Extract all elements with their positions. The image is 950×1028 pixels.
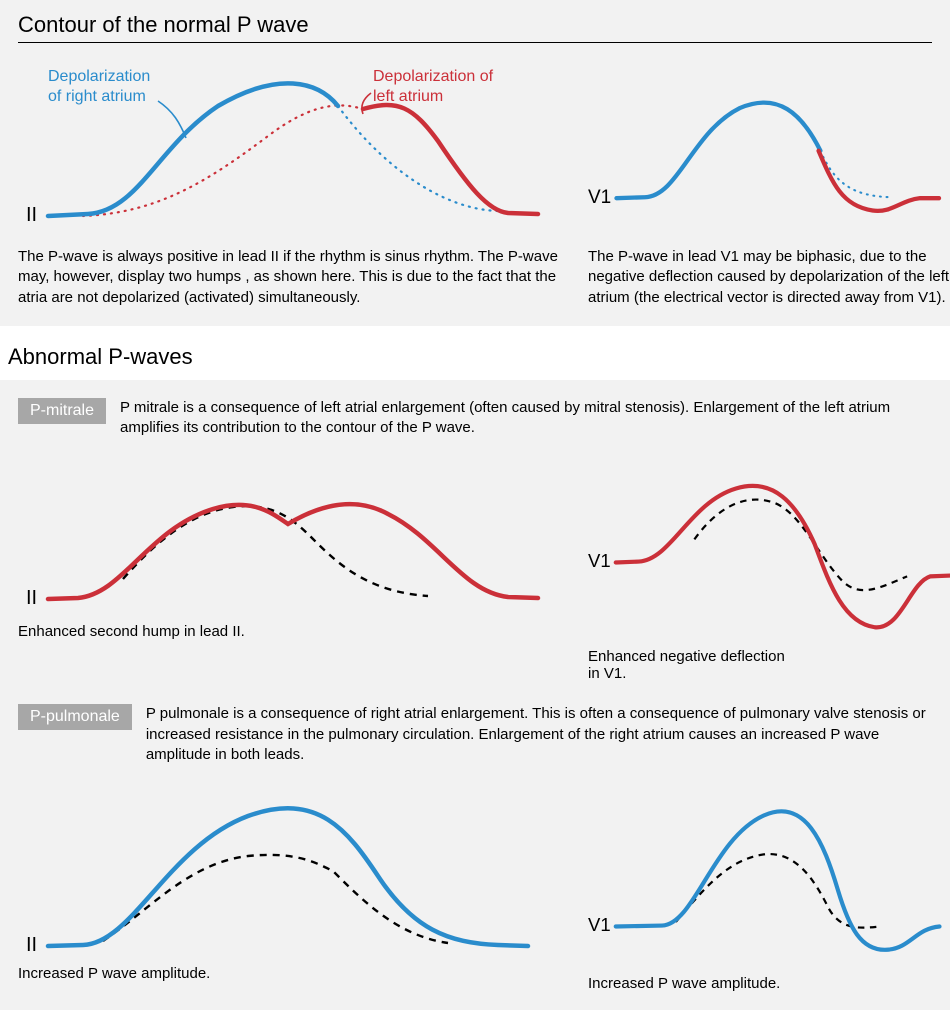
abnormal-title: Abnormal P-waves: [8, 344, 950, 370]
p-pulmonale-desc: P pulmonale is a consequence of right at…: [146, 704, 932, 765]
pulmonale-ii-chart: II: [18, 771, 558, 961]
annot-right-atrium-l1: Depolarization: [48, 68, 150, 85]
normal-lead-v1-chart: V1: [588, 51, 950, 241]
mitrale-v1-chart: V1: [588, 444, 950, 644]
p-mitrale-tag: P-mitrale: [18, 398, 106, 424]
normal-p-wave-panel: Contour of the normal P wave Depolarizat…: [0, 0, 950, 326]
abnormal-panel: P-mitrale P mitrale is a consequence of …: [0, 380, 950, 1010]
p-mitrale-desc: P mitrale is a consequence of left atria…: [120, 398, 932, 439]
mitrale-ii-label: II: [26, 587, 37, 609]
normal-ii-label: II: [26, 204, 37, 226]
annot-right-atrium-l2: of right atrium: [48, 88, 146, 105]
normal-ii-text: The P-wave is always positive in lead II…: [18, 247, 558, 308]
p-mitrale-block: P-mitrale P mitrale is a consequence of …: [18, 398, 932, 683]
pulmonale-ii-col: II Increased P wave amplitude.: [18, 771, 558, 992]
normal-lead-ii-chart: Depolarization of right atrium Depolariz…: [18, 51, 558, 241]
normal-row: Depolarization of right atrium Depolariz…: [18, 51, 932, 308]
mitrale-v1-caption: Enhanced negative deflection in V1.: [588, 648, 788, 682]
mitrale-ii-dashed: [123, 506, 428, 596]
p-mitrale-row: II Enhanced second hump in lead II. V1 E…: [18, 444, 932, 682]
normal-title: Contour of the normal P wave: [18, 12, 932, 43]
pulmonale-ii-blue: [48, 808, 528, 946]
normal-v1-blue-solid: [616, 103, 820, 199]
p-pulmonale-row: II Increased P wave amplitude. V1 Increa…: [18, 771, 932, 992]
normal-v1-text: The P-wave in lead V1 may be biphasic, d…: [588, 247, 950, 308]
normal-lead-ii-col: Depolarization of right atrium Depolariz…: [18, 51, 558, 308]
mitrale-ii-chart: II: [18, 444, 558, 619]
annot-leader-blue: [158, 101, 186, 138]
normal-ii-blue-dotted: [338, 106, 498, 211]
normal-v1-red-solid: [819, 151, 939, 211]
p-pulmonale-header: P-pulmonale P pulmonale is a consequence…: [18, 704, 932, 765]
pulmonale-v1-col: V1 Increased P wave amplitude.: [588, 771, 950, 992]
pulmonale-v1-caption: Increased P wave amplitude.: [588, 975, 950, 992]
annot-left-atrium-l2: left atrium: [373, 88, 443, 105]
normal-v1-label: V1: [588, 187, 611, 208]
mitrale-v1-dashed: [694, 500, 907, 591]
p-pulmonale-block: P-pulmonale P pulmonale is a consequence…: [18, 704, 932, 992]
mitrale-v1-col: V1 Enhanced negative deflection in V1.: [588, 444, 950, 682]
mitrale-v1-red: [616, 486, 950, 628]
mitrale-v1-label: V1: [588, 550, 611, 571]
pulmonale-v1-label: V1: [588, 914, 611, 935]
pulmonale-ii-label: II: [26, 934, 37, 956]
p-mitrale-header: P-mitrale P mitrale is a consequence of …: [18, 398, 932, 439]
pulmonale-ii-caption: Increased P wave amplitude.: [18, 965, 558, 982]
mitrale-ii-red: [48, 504, 538, 599]
pulmonale-v1-chart: V1: [588, 771, 950, 971]
pulmonale-v1-blue: [616, 811, 940, 950]
normal-lead-v1-col: V1 The P-wave in lead V1 may be biphasic…: [588, 51, 950, 308]
p-pulmonale-tag: P-pulmonale: [18, 704, 132, 730]
annot-left-atrium-l1: Depolarization of: [373, 68, 494, 85]
mitrale-ii-caption: Enhanced second hump in lead II.: [18, 623, 558, 640]
mitrale-ii-col: II Enhanced second hump in lead II.: [18, 444, 558, 682]
normal-ii-red-solid: [363, 105, 538, 214]
